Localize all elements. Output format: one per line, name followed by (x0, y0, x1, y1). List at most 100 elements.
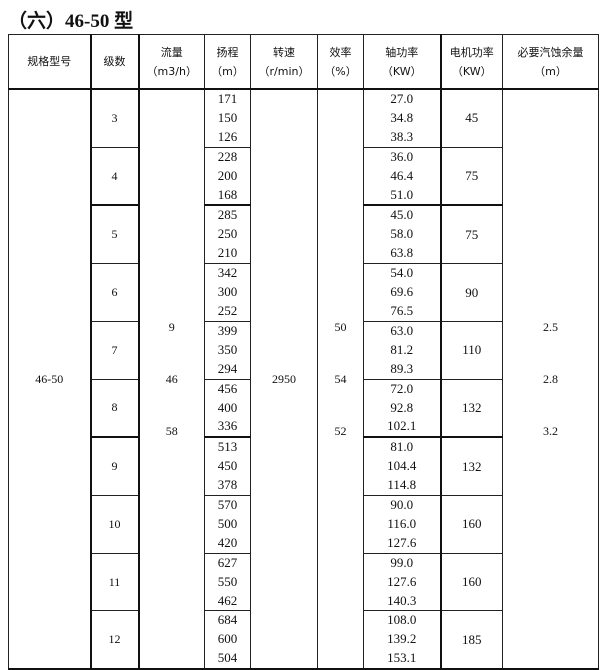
section-title: （六）46-50 型 (8, 11, 134, 32)
head-value: 456 (217, 380, 238, 396)
shaft-power-cell: 36.0 46.4 51.0 (363, 146, 441, 207)
shaft-power-value: 36.0 (390, 148, 414, 164)
head-value: 600 (217, 631, 238, 647)
header-label: 轴功率 (385, 45, 419, 59)
header-npsh: 必要汽蚀余量 （m） (502, 34, 599, 90)
header-label: 电机功率 (449, 45, 494, 59)
npsh-value: 2.5 (543, 319, 558, 334)
header-efficiency: 效率 （%） (317, 34, 364, 90)
motor-power-cell: 160 (439, 552, 503, 612)
shaft-power-value: 140.3 (387, 592, 417, 608)
header-stages: 级数 (89, 34, 139, 90)
motor-power-cell: 132 (439, 436, 503, 497)
head-value: 420 (217, 534, 238, 550)
head-value: 285 (217, 207, 238, 223)
head-value: 294 (217, 360, 238, 376)
head-value: 513 (217, 439, 238, 455)
head-value: 504 (217, 650, 238, 666)
header-unit: （m） (211, 64, 244, 78)
head-value: 336 (217, 418, 238, 434)
motor-power-cell: 75 (439, 146, 503, 207)
shaft-power-value: 51.0 (390, 186, 414, 202)
shaft-power-value: 116.0 (387, 515, 417, 531)
shaft-power-value: 153.1 (387, 650, 417, 666)
header-label: 流量 (160, 45, 183, 59)
shaft-power-value: 46.4 (390, 167, 414, 183)
header-unit: （r/min） (258, 64, 310, 78)
head-cell: 399 350 294 (204, 320, 251, 380)
header-unit: （KW） (451, 64, 492, 78)
stages-cell: 9 (89, 436, 139, 497)
pump-spec-table: 规格型号 级数 流量 （m3/h） 扬程 （m） 转速 （r/min） 效率 （%） 轴功率 （KW）… (8, 34, 599, 670)
stages-cell: 8 (89, 378, 139, 439)
stages-cell: 11 (89, 552, 139, 612)
shaft-power-value: 127.6 (387, 573, 417, 589)
shaft-power-value: 63.8 (390, 245, 414, 261)
stages-cell: 3 (89, 88, 139, 148)
shaft-power-value: 92.8 (390, 399, 414, 415)
stages-cell: 7 (89, 320, 139, 380)
header-shaft-power: 轴功率 （KW） (363, 34, 441, 90)
flow-value: 58 (165, 423, 178, 438)
motor-power-cell: 185 (439, 610, 503, 670)
header-unit: （m3/h） (146, 64, 197, 78)
head-value: 400 (217, 399, 238, 415)
flow-value: 46 (165, 371, 178, 386)
head-value: 228 (217, 148, 238, 164)
header-label: 转速 (273, 45, 295, 59)
shaft-power-value: 58.0 (390, 226, 414, 242)
shaft-power-cell: 108.0 139.2 153.1 (363, 610, 441, 670)
head-value: 684 (217, 612, 238, 628)
shaft-power-value: 89.3 (390, 360, 414, 376)
head-value: 550 (217, 573, 238, 589)
header-flow: 流量 （m3/h） (137, 34, 205, 90)
shaft-power-cell: 81.0 104.4 114.8 (363, 436, 441, 497)
header-unit: （%） (324, 64, 357, 78)
header-label: 必要汽蚀余量 (517, 45, 584, 59)
shaft-power-value: 102.1 (387, 418, 417, 434)
table-row: 7 399 350 294 63.0 81.2 89.3 110 (9, 320, 599, 380)
stages-cell: 5 (89, 204, 139, 265)
shaft-power-value: 72.0 (390, 380, 414, 396)
head-cell: 228 200 168 (204, 146, 251, 207)
shaft-power-cell: 45.0 58.0 63.8 (363, 204, 441, 265)
efficiency-value: 54 (334, 371, 347, 386)
shaft-power-value: 81.2 (390, 341, 414, 357)
head-value: 171 (217, 91, 238, 106)
header-unit: （m） (534, 64, 567, 78)
shaft-power-value: 139.2 (387, 631, 417, 647)
table-row: 9 513 450 378 81.0 104.4 114.8 132 (9, 436, 599, 497)
npsh-value: 2.8 (543, 371, 558, 386)
shaft-power-value: 108.0 (387, 612, 417, 628)
head-cell: 285 250 210 (204, 204, 251, 265)
header-label: 效率 (329, 45, 352, 59)
header-unit: （KW） (381, 64, 422, 78)
npsh-value: 3.2 (543, 423, 558, 438)
motor-power-cell: 110 (439, 320, 503, 380)
table-row: 12 684 600 504 108.0 139.2 153.1 185 (9, 610, 599, 670)
shaft-power-value: 114.8 (387, 477, 417, 493)
head-cell: 627 550 462 (204, 552, 251, 612)
shaft-power-value: 76.5 (390, 302, 414, 318)
head-value: 350 (217, 341, 238, 357)
motor-power-cell: 75 (439, 204, 503, 265)
shaft-power-cell: 27.0 34.8 38.3 (363, 88, 441, 148)
shaft-power-value: 63.0 (390, 322, 414, 338)
table-row: 11 627 550 462 99.0 127.6 140.3 160 (9, 552, 599, 612)
head-value: 500 (217, 515, 238, 531)
motor-power-cell: 45 (439, 88, 503, 148)
stages-cell: 6 (89, 263, 139, 322)
head-cell: 513 450 378 (204, 436, 251, 497)
head-value: 378 (217, 477, 238, 493)
shaft-power-value: 104.4 (387, 458, 417, 474)
flow-value: 9 (168, 319, 175, 334)
head-cell: 456 400 336 (204, 378, 251, 439)
shaft-power-value: 69.6 (390, 284, 414, 300)
efficiency-value: 50 (334, 319, 347, 334)
head-value: 399 (217, 322, 238, 338)
header-head: 扬程 （m） (204, 34, 251, 90)
head-cell: 342 300 252 (204, 263, 251, 322)
table-row: 4 228 200 168 36.0 46.4 51.0 75 (9, 146, 599, 207)
stages-cell: 12 (89, 610, 139, 670)
model-cell: 46-50 (8, 88, 91, 670)
